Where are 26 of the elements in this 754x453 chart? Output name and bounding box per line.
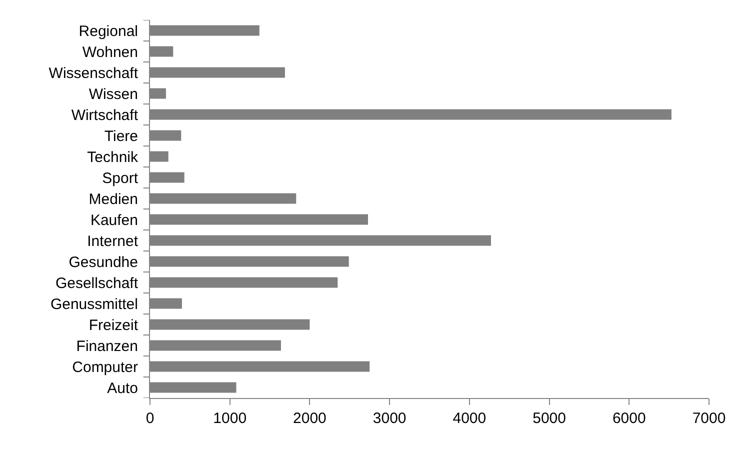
x-tick-label: 4000 bbox=[452, 410, 486, 427]
x-tick-label: 0 bbox=[146, 410, 154, 427]
x-tick-label: 5000 bbox=[532, 410, 566, 427]
y-tick-label: Auto bbox=[107, 380, 138, 397]
x-tick-label: 7000 bbox=[692, 410, 726, 427]
y-tick-label: Genussmittel bbox=[50, 296, 138, 313]
y-tick-label: Regional bbox=[78, 22, 138, 40]
x-tick-label: 6000 bbox=[612, 410, 646, 427]
y-tick-label: Gesundhe bbox=[68, 254, 138, 271]
y-tick-label: Wissenschaft bbox=[48, 64, 139, 82]
y-tick-label: Medien bbox=[88, 190, 138, 208]
y-tick-label: Wohnen bbox=[82, 44, 138, 61]
y-tick-label: Computer bbox=[72, 358, 138, 376]
y-tick-label: Sport bbox=[102, 170, 139, 187]
y-tick-label: Tiere bbox=[104, 128, 138, 145]
y-tick-label: Gesellschaft bbox=[55, 274, 139, 292]
y-tick-label: Technik bbox=[87, 148, 138, 166]
y-tick-label: Finanzen bbox=[76, 338, 138, 355]
y-tick-label: Internet bbox=[87, 232, 139, 250]
y-tick-label: Wirtschaft bbox=[71, 106, 139, 124]
x-tick-label: 3000 bbox=[372, 410, 406, 427]
x-tick-label: 1000 bbox=[213, 410, 247, 427]
x-tick-label: 2000 bbox=[293, 410, 326, 427]
y-tick-label: Freizeit bbox=[88, 316, 139, 334]
y-tick-label: Wissen bbox=[88, 86, 138, 103]
y-tick-label: Kaufen bbox=[90, 212, 138, 229]
